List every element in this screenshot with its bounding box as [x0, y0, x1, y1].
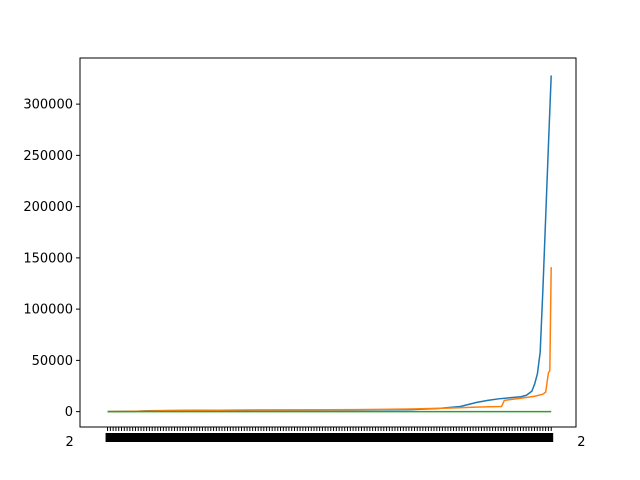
y-axis-ticks: 0 50000 100000 150000 200000 250000 300000	[23, 98, 80, 420]
y-tick-label: 250000	[23, 149, 73, 164]
y-tick-label: 150000	[23, 251, 73, 266]
y-tick-label: 50000	[32, 354, 73, 369]
y-tick-label: 300000	[23, 98, 73, 113]
x-tick-label-first: 2	[66, 435, 74, 450]
x-tick-label-last: 2	[577, 435, 585, 450]
series-line-2	[107, 267, 552, 413]
x-tick-label-band	[105, 433, 554, 442]
axes-background	[80, 58, 576, 427]
y-tick-label: 200000	[23, 200, 73, 215]
series-layer	[107, 75, 552, 413]
plot-area	[80, 58, 576, 427]
y-tick-label: 0	[65, 405, 73, 420]
y-tick-label: 100000	[23, 303, 73, 318]
axes-frame	[79, 57, 577, 428]
